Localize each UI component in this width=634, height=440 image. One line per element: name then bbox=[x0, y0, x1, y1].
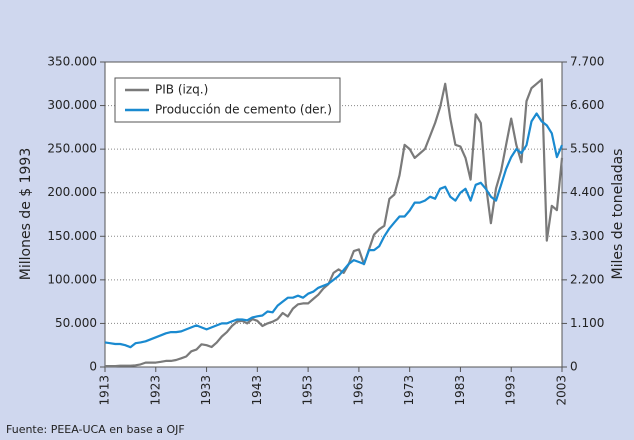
x-tick-label: 1943 bbox=[250, 375, 264, 406]
series-line bbox=[105, 78, 564, 368]
y-tick-label: 150.000 bbox=[47, 229, 97, 243]
y2-tick-label: 1.100 bbox=[570, 316, 604, 330]
y-tick-label: 300.000 bbox=[47, 98, 97, 112]
legend-label: Producción de cemento (der.) bbox=[155, 103, 332, 117]
x-tick-label: 1913 bbox=[98, 375, 112, 406]
y2-tick-label: 6.600 bbox=[570, 98, 604, 112]
y2-axis-label: Miles de toneladas bbox=[610, 149, 626, 280]
legend-label: PIB (izq.) bbox=[155, 83, 208, 97]
y2-tick-label: 3.300 bbox=[570, 229, 604, 243]
x-tick-label: 1983 bbox=[453, 375, 467, 406]
y-tick-label: 0 bbox=[89, 360, 97, 374]
y-tick-label: 350.000 bbox=[47, 55, 97, 69]
y2-tick-label: 0 bbox=[570, 360, 578, 374]
x-tick-label: 1963 bbox=[351, 375, 365, 406]
y2-tick-label: 5.500 bbox=[570, 142, 604, 156]
x-tick-label: 1933 bbox=[199, 375, 213, 406]
y-tick-label: 100.000 bbox=[47, 272, 97, 286]
x-tick-label: 1923 bbox=[148, 375, 162, 406]
x-tick-label: 1973 bbox=[402, 375, 416, 406]
y-axis-label: Millones de $ 1993 bbox=[18, 148, 34, 280]
series-line bbox=[104, 112, 564, 349]
y-tick-label: 50.000 bbox=[55, 316, 97, 330]
legend-box bbox=[114, 77, 341, 123]
source-note: Fuente: PEEA-UCA en base a OJF bbox=[6, 423, 185, 436]
x-tick-label: 1993 bbox=[504, 375, 518, 406]
y2-tick-label: 2.200 bbox=[570, 272, 604, 286]
x-tick-label: 1953 bbox=[301, 375, 315, 406]
y-tick-label: 200.000 bbox=[47, 185, 97, 199]
y2-tick-label: 4.400 bbox=[570, 185, 604, 199]
x-tick-label: 2003 bbox=[555, 375, 569, 406]
y2-tick-label: 7.700 bbox=[570, 55, 604, 69]
y-tick-label: 250.000 bbox=[47, 142, 97, 156]
